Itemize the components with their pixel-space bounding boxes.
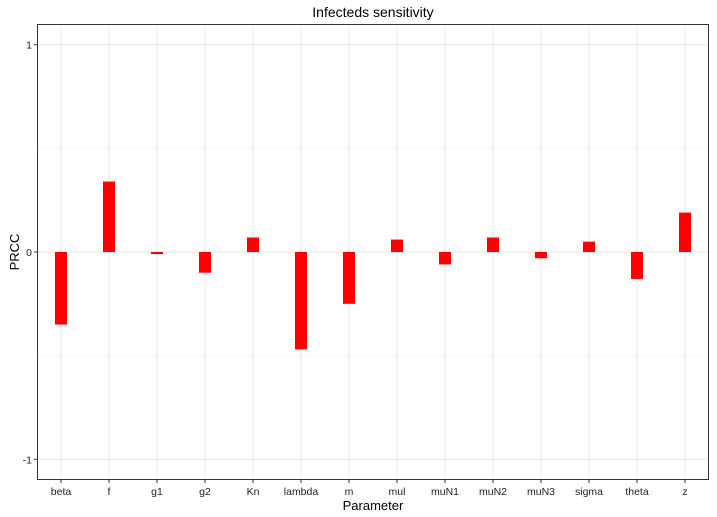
x-tick-label-g1: g1 [151, 486, 163, 498]
bar-z [679, 212, 691, 252]
bar-muN2 [487, 237, 499, 252]
x-tick-label-mul: mul [389, 486, 406, 498]
x-tick-label-lambda: lambda [284, 486, 319, 498]
y-tick-label: -1 [23, 454, 32, 466]
bar-lambda [295, 252, 307, 350]
bar-mul [391, 239, 403, 252]
bar-beta [55, 252, 67, 325]
bar-m [343, 252, 355, 304]
x-tick-label-theta: theta [625, 486, 649, 498]
x-tick-label-f: f [108, 486, 111, 498]
bar-g2 [199, 252, 211, 273]
bar-theta [631, 252, 643, 279]
chart-title: Infecteds sensitivity [312, 4, 433, 20]
bar-sigma [583, 241, 595, 252]
x-tick-label-muN2: muN2 [479, 486, 507, 498]
bar-muN3 [535, 252, 547, 259]
bar-Kn [247, 237, 259, 252]
x-axis-title: Parameter [343, 498, 404, 513]
x-tick-label-beta: beta [51, 486, 72, 498]
y-axis-title: PRCC [7, 234, 22, 271]
plot-panel-border [37, 24, 709, 480]
x-axis-ticks: beta f g1 g2 Kn lambda m mul muN1 muN2 muN3 sigma th… [51, 480, 688, 498]
x-tick-label-z: z [682, 486, 687, 498]
bars [55, 181, 691, 350]
x-tick-label-muN1: muN1 [431, 486, 459, 498]
y-axis-ticks: -1 0 1 [23, 40, 37, 466]
y-tick-label: 1 [26, 40, 32, 52]
bar-muN1 [439, 252, 451, 265]
x-tick-label-muN3: muN3 [527, 486, 555, 498]
x-tick-label-m: m [345, 486, 354, 498]
grid-lines [37, 24, 709, 480]
x-tick-label-g2: g2 [199, 486, 211, 498]
y-tick-label: 0 [26, 247, 32, 259]
x-tick-label-Kn: Kn [247, 486, 260, 498]
bar-g1 [151, 252, 163, 255]
x-tick-label-sigma: sigma [575, 486, 603, 498]
bar-f [103, 181, 115, 252]
